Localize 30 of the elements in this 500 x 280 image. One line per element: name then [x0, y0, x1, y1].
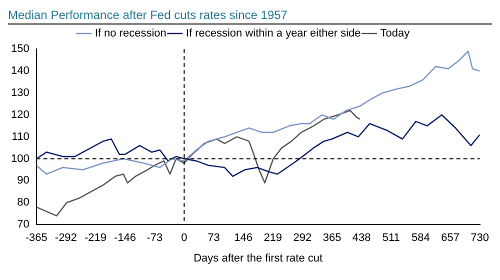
y-tick-label: 70 — [17, 218, 30, 231]
y-tick-label: 80 — [17, 196, 30, 209]
x-tick-label: 219 — [264, 232, 282, 244]
x-tick-label: 438 — [352, 232, 371, 244]
y-tick-label: 110 — [12, 130, 30, 143]
legend-label: Today — [380, 28, 410, 40]
x-tick-label: -73 — [146, 232, 163, 244]
y-tick-label: 150 — [10, 43, 30, 56]
x-tick-label: 365 — [322, 232, 342, 244]
y-tick-label: 130 — [10, 86, 30, 99]
x-tick-label: -292 — [54, 232, 77, 244]
x-tick-label: 0 — [181, 232, 188, 244]
x-tick-label: 511 — [382, 232, 400, 244]
y-tick-label: 100 — [10, 152, 30, 165]
x-axis-title: Days after the first rate cut — [194, 252, 323, 264]
y-tick-label: 140 — [10, 64, 30, 77]
x-tick-label: 73 — [208, 232, 220, 244]
x-tick-label: 730 — [470, 232, 490, 244]
x-tick-label: 657 — [441, 232, 460, 244]
x-tick-label: -146 — [114, 232, 136, 244]
x-tick-label: 584 — [412, 232, 430, 244]
x-tick-label: -365 — [25, 232, 48, 244]
legend-label: If no recession — [94, 28, 166, 40]
x-tick-label: -219 — [84, 232, 106, 244]
legend-label: If recession within a year either side — [186, 28, 361, 40]
y-tick-label: 120 — [10, 108, 30, 121]
y-tick-label: 90 — [17, 174, 30, 187]
x-tick-label: 292 — [293, 232, 312, 244]
chart-title: Median Performance after Fed cuts rates since 1957 — [8, 8, 492, 25]
x-tick-label: 146 — [234, 232, 252, 244]
